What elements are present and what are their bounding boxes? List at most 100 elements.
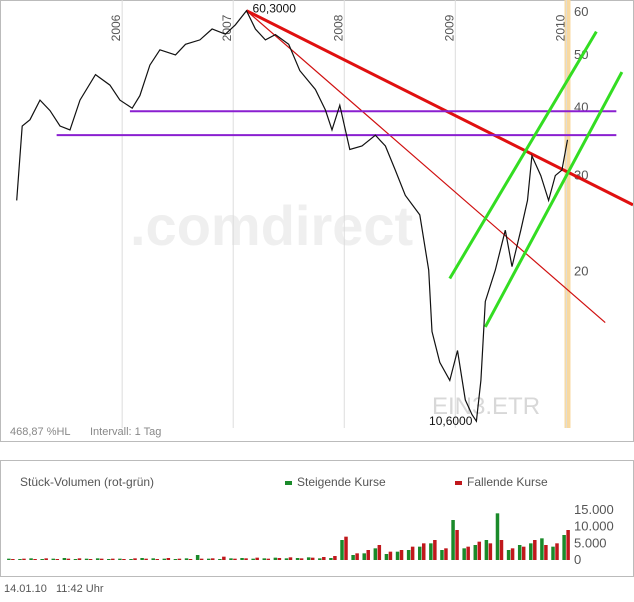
volume-bar [362, 553, 366, 560]
volume-bar [510, 548, 515, 560]
y-tick-label: 0 [574, 552, 581, 567]
volume-bar [7, 558, 11, 560]
volume-bar [422, 543, 426, 560]
volume-bar [107, 559, 111, 560]
price-panel [0, 0, 634, 442]
volume-bar [177, 558, 182, 560]
volume-bar [484, 540, 489, 560]
volume-bar [495, 513, 500, 560]
volume-bar [566, 530, 570, 560]
volume-bar [406, 550, 411, 560]
volume-panel [0, 460, 634, 577]
volume-bar [99, 558, 104, 560]
range-label: 468,87 %HL [10, 426, 71, 438]
volume-bar [466, 546, 470, 560]
volume-bar [399, 550, 404, 560]
legend-label: Fallende Kurse [467, 475, 548, 489]
volume-bar [521, 546, 526, 560]
volume-bar [173, 559, 178, 560]
volume-bar [388, 551, 393, 560]
volume-bar [251, 558, 255, 560]
volume-bar [11, 559, 15, 560]
volume-bar [440, 550, 444, 560]
volume-bar [199, 558, 204, 560]
y-tick-label: 10.000 [574, 519, 614, 534]
trendline [246, 10, 606, 323]
y-tick-label: 60 [574, 4, 588, 19]
volume-bar [551, 546, 555, 560]
y-tick-label: 40 [574, 100, 588, 115]
volume-bar [318, 558, 322, 560]
volume-bar [233, 558, 237, 560]
volume-bar [455, 530, 459, 560]
volume-bar [322, 557, 326, 560]
volume-bar [499, 540, 504, 560]
volume-bar [207, 558, 211, 560]
volume-bar [277, 558, 282, 560]
volume-bar [410, 546, 415, 560]
volume-bar [118, 558, 122, 560]
volume-bar [51, 558, 56, 560]
volume-bar [473, 545, 478, 560]
volume-bar [195, 555, 200, 560]
volume-bar [306, 557, 311, 560]
volume-bar [211, 558, 215, 560]
volume-bar [222, 556, 226, 560]
volume-bar [284, 558, 289, 560]
volume-bar [122, 559, 126, 560]
highlight-band [564, 0, 571, 428]
volume-bar [29, 558, 33, 560]
x-tick-label: 2007 [220, 14, 234, 41]
annotation: 60,3000 [253, 2, 297, 16]
volume-bar [244, 558, 248, 560]
volume-bar [88, 559, 93, 560]
volume-bar [529, 543, 533, 560]
volume-bar [111, 558, 115, 560]
volume-bar [310, 557, 315, 560]
volume-bar [444, 548, 448, 560]
legend-swatch [455, 481, 462, 485]
volume-bar [555, 543, 559, 560]
volume-bar [18, 559, 22, 560]
volume-bar [333, 556, 337, 560]
legend-label: Steigende Kurse [297, 475, 386, 489]
volume-bar [140, 558, 144, 560]
volume-bar [533, 540, 537, 560]
volume-bar [366, 550, 370, 560]
volume-bar [33, 559, 37, 560]
x-tick-label: 2008 [331, 14, 345, 41]
volume-bar [429, 543, 433, 560]
volume-bar [22, 558, 26, 560]
volume-bar [299, 558, 304, 560]
y-tick-label: 20 [574, 263, 588, 278]
price-line [16, 9, 569, 423]
volume-bar [433, 540, 437, 560]
volume-bar [288, 557, 293, 560]
volume-bar [340, 540, 344, 560]
volume-bar [66, 558, 71, 560]
volume-bar [540, 538, 544, 560]
legend-swatch [285, 481, 292, 485]
volume-bar [188, 559, 193, 560]
volume-bar [266, 558, 271, 560]
volume-bar [144, 558, 148, 560]
volume-bar [151, 558, 155, 560]
volume-bar [62, 558, 67, 560]
volume-plot: Stück-Volumen (rot-grün) Steigende Kurse F… [7, 475, 614, 567]
volume-bar [273, 557, 278, 560]
volume-bar [418, 546, 422, 560]
volume-bar [544, 545, 548, 560]
volume-bar [73, 559, 78, 560]
volume-bar [44, 558, 48, 560]
symbol-label: EIN3.ETR [432, 393, 540, 420]
volume-bar [166, 558, 171, 560]
interval-label: Intervall: 1 Tag [90, 426, 161, 438]
volume-bar [162, 558, 167, 560]
volume-bar [262, 558, 267, 560]
x-tick-label: 2009 [442, 14, 456, 41]
trendline [483, 71, 624, 328]
trendline [448, 30, 598, 280]
volume-bar [377, 545, 382, 560]
volume-bar [295, 558, 300, 560]
volume-bar [395, 551, 400, 560]
